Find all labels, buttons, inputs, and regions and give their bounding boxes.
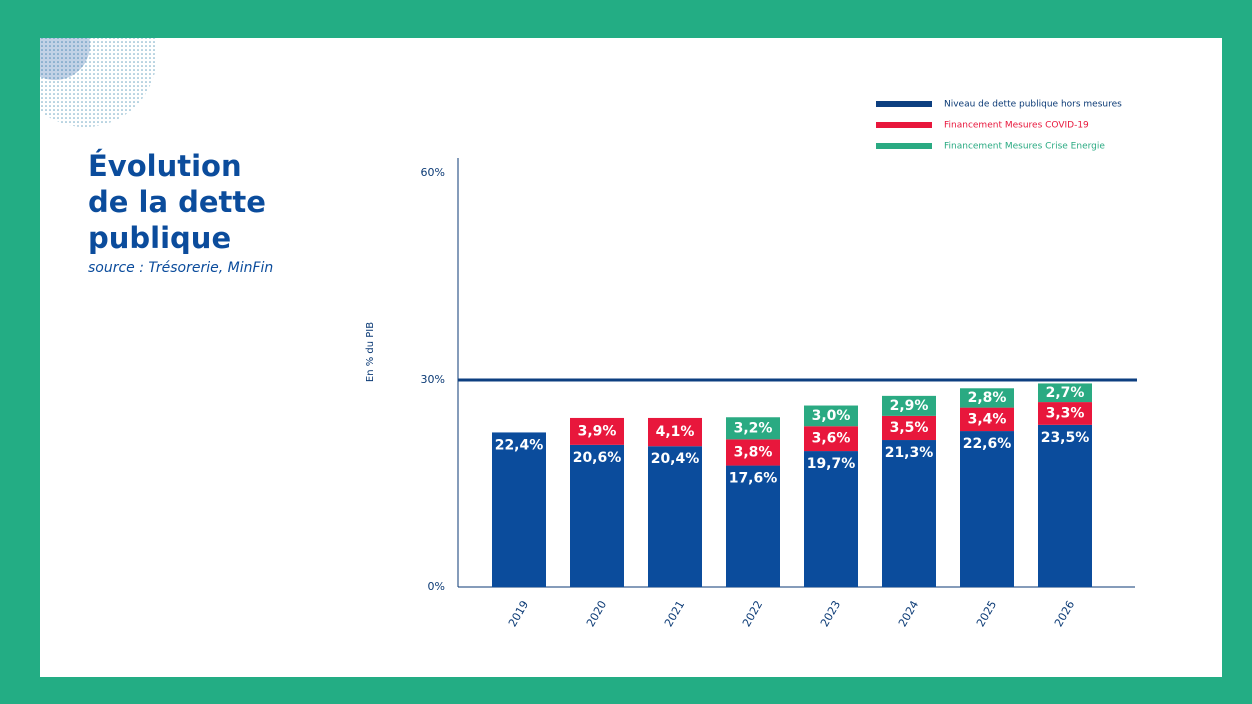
data-label: 3,4%: [968, 411, 1007, 427]
title: Évolution de la dette publique: [88, 149, 266, 255]
x-tick-label: 2019: [506, 598, 531, 629]
x-tick-label: 2024: [896, 598, 921, 629]
slide-panel: [40, 38, 1222, 677]
data-label: 3,9%: [578, 423, 617, 439]
bar-segment: [960, 407, 1014, 432]
decoration: [40, 38, 157, 127]
y-axis-label: En % du PIB: [365, 322, 376, 382]
bar-segment: [960, 388, 1014, 408]
legend-label: Financement Mesures COVID-19: [944, 121, 1089, 131]
x-tick-label: 2026: [1052, 598, 1077, 629]
bar-segment: [804, 426, 858, 452]
y-tick-label: 60%: [421, 166, 445, 179]
bar-segment: [726, 439, 780, 466]
data-label: 2,7%: [1046, 385, 1085, 401]
legend-label: Financement Mesures Crise Energie: [944, 142, 1105, 152]
x-tick-label: 2022: [740, 598, 765, 629]
data-label: 21,3%: [885, 445, 934, 461]
data-label: 17,6%: [729, 471, 778, 487]
bar-segment: [1038, 402, 1092, 425]
bar-segment: [648, 446, 702, 587]
legend-label: Niveau de dette publique hors mesures: [944, 100, 1122, 110]
x-tick-label: 2021: [662, 598, 687, 629]
data-label: 3,5%: [890, 420, 929, 436]
data-label: 19,7%: [807, 456, 856, 472]
legend-swatch: [876, 122, 932, 128]
x-tick-label: 2025: [974, 598, 999, 629]
x-tick-label: 2023: [818, 598, 843, 629]
bar-segment: [726, 465, 780, 587]
data-label: 22,6%: [963, 436, 1012, 452]
legend-swatch: [876, 143, 932, 149]
bar-segment: [1038, 383, 1092, 403]
bar-segment: [804, 451, 858, 587]
bar-segment: [804, 405, 858, 427]
data-label: 23,5%: [1041, 430, 1090, 446]
data-label: 20,6%: [573, 450, 622, 466]
bar-segment: [882, 440, 936, 587]
x-tick-label: 2020: [584, 598, 609, 629]
bar-segment: [648, 417, 702, 447]
data-label: 3,0%: [812, 408, 851, 424]
subtitle: source : Trésorerie, MinFin: [88, 260, 274, 276]
bar-segment: [726, 417, 780, 440]
bar-segment: [570, 444, 624, 587]
y-tick-label: 30%: [421, 373, 445, 386]
bar-segment: [570, 417, 624, 445]
bar-segment: [882, 395, 936, 416]
data-label: 3,6%: [812, 431, 851, 447]
data-label: 22,4%: [495, 437, 544, 453]
legend-swatch: [876, 101, 932, 107]
bar-segment: [960, 431, 1014, 587]
data-label: 3,2%: [734, 420, 773, 436]
data-label: 2,8%: [968, 390, 1007, 406]
data-label: 3,8%: [734, 444, 773, 460]
data-label: 2,9%: [890, 398, 929, 414]
data-label: 3,3%: [1046, 405, 1085, 421]
data-label: 20,4%: [651, 451, 700, 467]
bar-segment: [492, 432, 546, 587]
data-label: 4,1%: [656, 424, 695, 440]
bar-segment: [882, 415, 936, 441]
y-tick-label: 0%: [428, 580, 445, 593]
bar-segment: [1038, 424, 1092, 587]
